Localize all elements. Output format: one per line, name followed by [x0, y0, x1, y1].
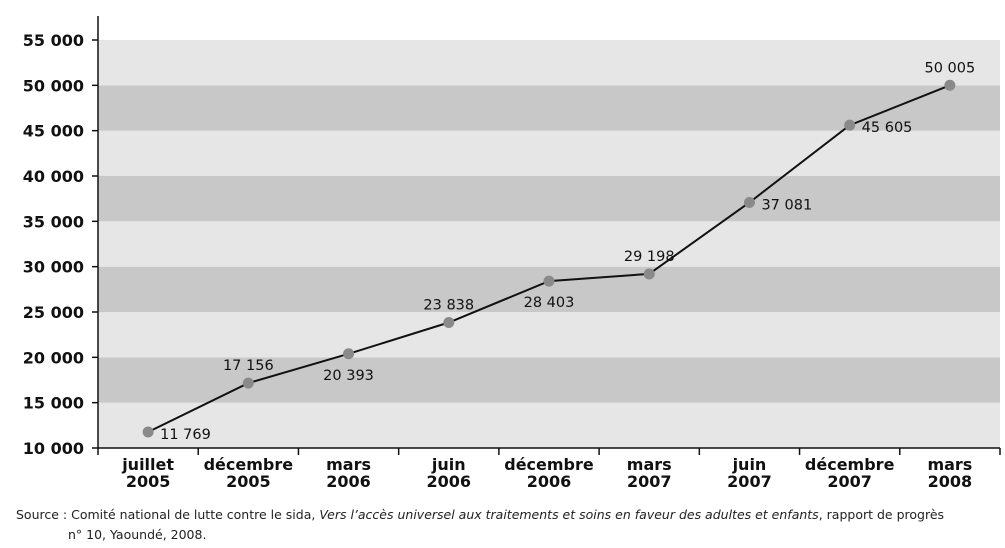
x-tick-label: mars 2006 [326, 455, 371, 491]
data-label: 50 005 [925, 60, 976, 76]
grid-band [98, 312, 1000, 358]
data-point [844, 119, 856, 131]
axes [97, 16, 1000, 449]
grid-band [98, 40, 1000, 86]
line-chart: 10 000 15 000 20 000 25 000 30 000 35 000 40 0… [23, 16, 1001, 491]
data-point [242, 377, 254, 389]
data-label: 20 393 [323, 368, 374, 384]
data-point [743, 196, 755, 208]
x-tick-label: décembre 2005 [204, 455, 294, 491]
series-markers [142, 79, 956, 438]
data-label: 45 605 [862, 120, 913, 136]
y-tick-label: 20 000 [23, 348, 84, 367]
y-tick-label: 40 000 [23, 167, 84, 186]
x-tick-label: décembre 2007 [805, 455, 895, 491]
background-bands [98, 40, 1000, 448]
y-tick-label: 50 000 [23, 76, 84, 95]
data-label: 11 769 [160, 427, 211, 443]
data-point [643, 268, 655, 280]
y-axis-ticks: 10 000 15 000 20 000 25 000 30 000 35 000 40 0… [23, 31, 98, 458]
source-line2: n° 10, Yaoundé, 2008. [68, 527, 207, 542]
grid-band [98, 266, 1000, 312]
data-point [944, 79, 956, 91]
y-tick-label: 35 000 [23, 212, 84, 231]
data-label: 28 403 [524, 295, 575, 311]
data-label: 17 156 [223, 358, 274, 374]
x-tick-label: décembre 2006 [504, 455, 594, 491]
x-tick-label: mars 2008 [927, 455, 972, 491]
grid-band [98, 176, 1000, 222]
y-tick-label: 15 000 [23, 394, 84, 413]
data-point [543, 275, 555, 287]
x-tick-label: juin 2007 [727, 455, 772, 491]
data-label: 23 838 [423, 298, 474, 314]
grid-band [98, 402, 1000, 448]
data-labels: 11 769 17 156 20 393 23 838 28 403 29 198 37 0… [160, 60, 975, 443]
x-tick-label: mars 2007 [627, 455, 672, 491]
y-tick-label: 30 000 [23, 258, 84, 277]
data-label: 37 081 [761, 197, 812, 213]
source-title: Vers l’accès universel aux traitements e… [319, 507, 819, 522]
grid-band [98, 130, 1000, 176]
y-tick-label: 45 000 [23, 122, 84, 141]
source-suffix: , rapport de progrès [818, 507, 945, 522]
source-prefix: Source : Comité national de lutte contre… [16, 507, 320, 522]
x-tick-label: juillet 2005 [121, 455, 174, 491]
grid-band [98, 221, 1000, 267]
data-label: 29 198 [624, 249, 675, 265]
x-axis-ticks: juillet 2005 décembre 2005 mars 2006 juin 2006 d… [97, 448, 1001, 491]
data-point [343, 348, 355, 360]
data-point [443, 317, 455, 329]
x-tick-label: juin 2006 [427, 455, 472, 491]
y-tick-label: 25 000 [23, 303, 84, 322]
y-tick-label: 55 000 [23, 31, 84, 50]
y-tick-label: 10 000 [23, 439, 84, 458]
data-point [142, 426, 154, 438]
source-note: Source : Comité national de lutte contre… [16, 505, 1001, 545]
